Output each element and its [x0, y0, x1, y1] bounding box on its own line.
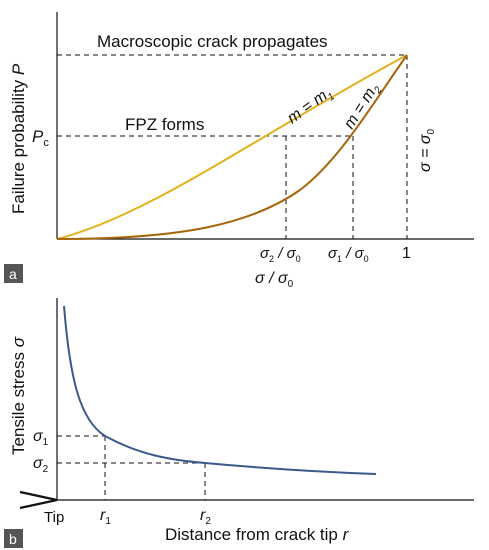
sigma1-label: σ1 — [33, 428, 49, 448]
macroscopic-crack-label: Macroscopic crack propagates — [97, 32, 328, 51]
curve-m-equals-m1 — [56, 54, 408, 240]
panel-a: Macroscopic crack propagates FPZ forms P… — [4, 12, 474, 290]
panel-b-badge-label: b — [9, 531, 17, 547]
tensile-stress-curve — [63, 305, 377, 475]
tick-one: 1 — [402, 245, 411, 262]
panel-b-badge — [4, 529, 23, 548]
sigma-equals-sigma0-label: σ = σ0 — [417, 128, 437, 172]
crack-tip-wedge — [19, 490, 58, 510]
panel-b-x-axis-label: Distance from crack tip r — [165, 525, 350, 544]
panel-a-x-axis-label: σ / σ0 — [255, 270, 294, 290]
panel-b: Tensile stress σ σ1 σ2 Tip r1 r2 Distanc… — [4, 298, 474, 548]
tip-label: Tip — [44, 509, 64, 526]
r2-label: r2 — [200, 507, 211, 527]
panel-a-y-axis-label: Failure probability P — [9, 63, 28, 214]
panel-a-badge-label: a — [9, 266, 17, 282]
tick-sigma2-over-sigma0: σ2 / σ0 — [260, 245, 301, 264]
curve-m-equals-m2 — [56, 54, 408, 240]
panel-b-y-axis-label: Tensile stress σ — [9, 336, 28, 455]
r1-label: r1 — [100, 507, 111, 527]
panel-a-badge — [4, 264, 23, 283]
curve-m1-label: m = m1 — [284, 84, 337, 130]
fpz-forms-label: FPZ forms — [125, 115, 204, 134]
pc-label: Pc — [32, 127, 49, 149]
sigma2-label: σ2 — [33, 455, 49, 475]
tick-sigma1-over-sigma0: σ1 / σ0 — [328, 245, 369, 264]
